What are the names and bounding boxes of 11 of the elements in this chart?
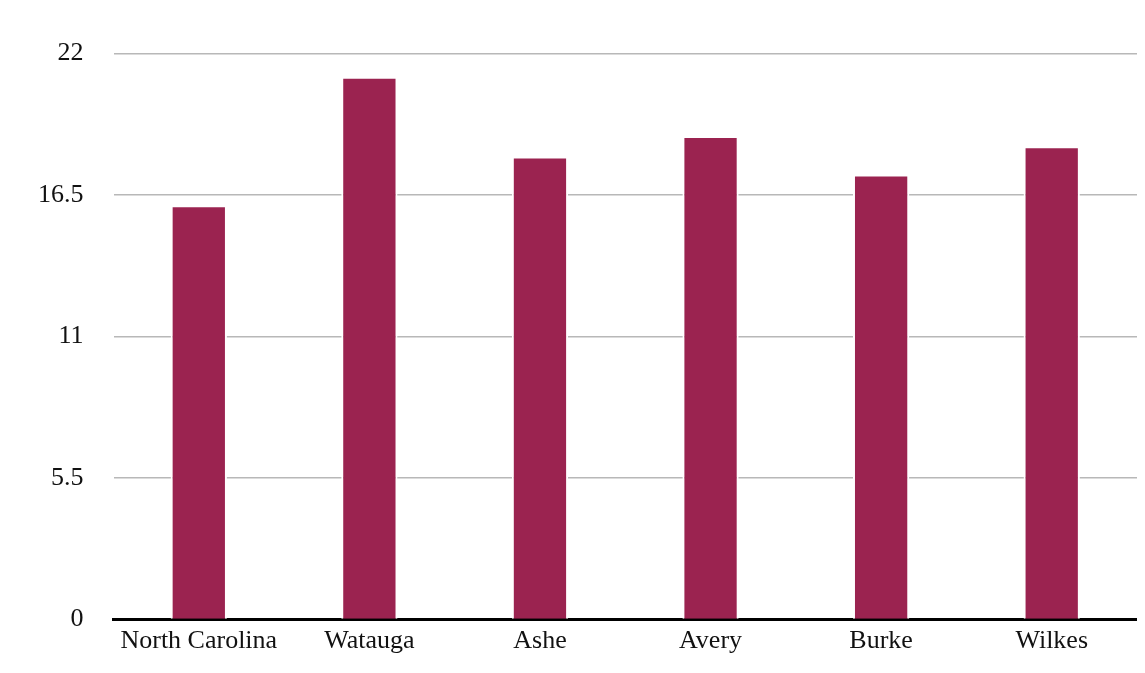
y-tick-label: 22 — [57, 37, 84, 67]
y-tick-label: 0 — [70, 603, 84, 633]
x-tick-label: Avery — [679, 624, 743, 654]
x-tick-label: Burke — [849, 624, 913, 654]
x-tick-label: Wilkes — [1015, 624, 1089, 654]
y-tick-label: 16.5 — [38, 178, 84, 208]
y-tick-label: 11 — [58, 320, 84, 350]
y-tick-label: 5.5 — [51, 461, 84, 491]
x-tick-label: Watauga — [324, 624, 415, 654]
x-tick-label: Ashe — [513, 624, 567, 654]
x-tick-label: North Carolina — [120, 624, 278, 654]
